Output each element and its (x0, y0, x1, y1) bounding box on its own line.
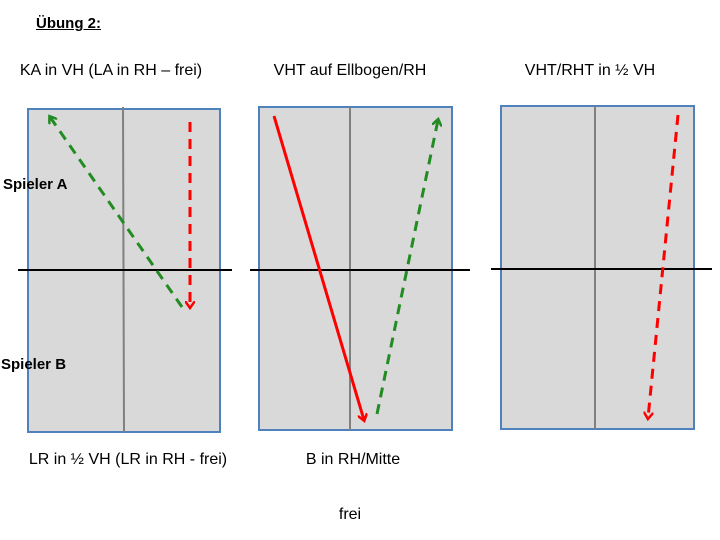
player-b-label: Spieler B (1, 356, 67, 373)
table-left (18, 106, 232, 433)
exercise-title: Übung 2: (36, 15, 101, 32)
table-right-surface (500, 105, 695, 430)
table-right (491, 105, 712, 430)
bottom-label-left: LR in ½ VH (LR in RH - frei) (28, 451, 228, 468)
bottom-label-center: frei (338, 506, 362, 523)
player-a-label: Spieler A (3, 176, 68, 193)
green-dashed-arrow-left (50, 117, 184, 308)
column-label-middle: VHT auf Ellbogen/RH (273, 62, 427, 79)
table-middle (250, 106, 470, 431)
column-label-left: KA in VH (LA in RH – frei) (19, 62, 203, 79)
bottom-label-middle: B in RH/Mitte (305, 451, 401, 468)
red-solid-arrow-middle (272, 115, 364, 420)
column-label-right: VHT/RHT in ½ VH (524, 62, 656, 79)
table-middle-surface (258, 106, 453, 431)
